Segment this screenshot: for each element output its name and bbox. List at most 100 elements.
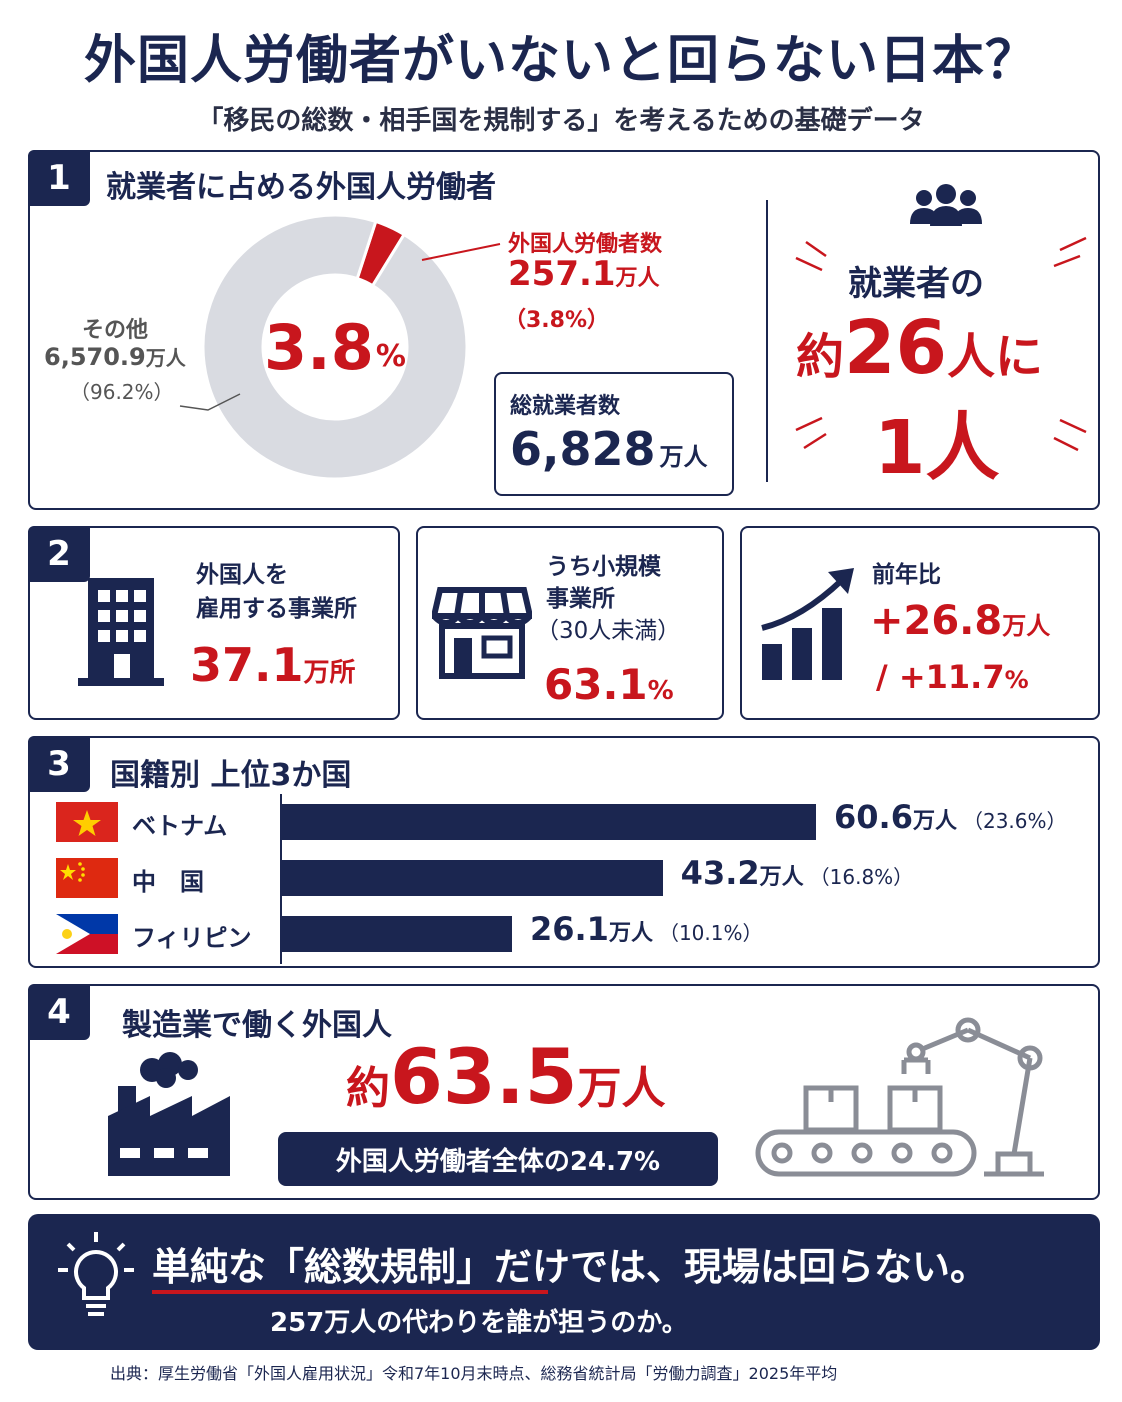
- country-unit-1: 万人: [759, 865, 804, 890]
- foreign-share: （3.8%）: [504, 308, 610, 333]
- other-unit: 万人: [145, 346, 186, 370]
- other-value-line: 6,570.9万人: [44, 342, 186, 371]
- card1-line1: 外国人を: [196, 562, 288, 588]
- vietnam-flag-icon: [56, 802, 118, 842]
- growth-chart-icon: [761, 568, 854, 680]
- donut-chart-svg: [201, 213, 469, 481]
- section4-value-line: 約63.5万人: [346, 1032, 666, 1121]
- section4-share-pill: 外国人労働者全体の24.7%: [278, 1132, 718, 1186]
- section4-unit: 万人: [577, 1063, 666, 1114]
- country-bar-0: [282, 804, 816, 840]
- people-group-icon: [910, 184, 982, 226]
- section4-number-badge: 4: [28, 984, 90, 1040]
- card3-value2-line: / +11.7%: [876, 658, 1029, 696]
- card3-label: 前年比: [872, 562, 941, 588]
- section2-number-badge: 2: [28, 526, 90, 582]
- country-share-1: （16.8%）: [809, 865, 914, 889]
- card2-value-line: 63.1%: [544, 660, 674, 709]
- card2-line1: うち小規模: [546, 554, 661, 580]
- card3-value1-line: +26.8万人: [870, 598, 1050, 644]
- conclusion-banner: 単純な「総数規制」だけでは、現場は回らない。 257万人の代わりを誰が担うのか。: [28, 1214, 1100, 1350]
- section1-number-badge: 1: [28, 150, 90, 206]
- total-unit: 万人: [659, 443, 708, 471]
- foreign-unit: 万人: [615, 266, 660, 291]
- card1-value-line: 37.1万所: [190, 638, 356, 692]
- section4-title: 製造業で働く外国人: [122, 1008, 392, 1043]
- country-unit-0: 万人: [912, 809, 957, 834]
- bar-axis-line: [280, 794, 282, 964]
- country-bar-1: [282, 860, 663, 896]
- ratio-line2: 約26人に: [796, 308, 1043, 397]
- donut-slice-other: [201, 213, 469, 481]
- country-share-2: （10.1%）: [658, 921, 763, 945]
- lightbulb-icon: [58, 1232, 134, 1316]
- country-unit-2: 万人: [608, 921, 653, 946]
- section1-divider: [766, 200, 768, 482]
- donut-center-number: 3.8: [264, 310, 374, 384]
- country-name-2: フィリピン: [132, 924, 252, 952]
- factory-icon: [108, 1052, 230, 1176]
- ratio-line3: 1人: [874, 405, 1000, 491]
- other-share: （96.2%）: [70, 380, 174, 404]
- ratio-line1: 就業者の: [848, 264, 984, 304]
- country-bar-2: [282, 916, 512, 952]
- section3-panel: 3 国籍別 上位3か国 ベトナム中 国フィリピン 60.6万人 （23.6%） 43…: [28, 736, 1100, 968]
- ratio-prefix: 約: [796, 329, 845, 385]
- card3-value2: / +11.7: [876, 658, 1005, 696]
- country-value-2: 26.1: [529, 910, 609, 948]
- page-title: 外国人労働者がいないと回らない日本？: [83, 31, 1038, 91]
- country-value-0: 60.6: [834, 798, 913, 836]
- other-value: 6,570.9: [44, 343, 146, 371]
- conclusion-sub: 257万人の代わりを誰が担うのか。: [270, 1308, 688, 1338]
- source-note: 出典：厚生労働省「外国人雇用状況」令和7年10月末時点、総務省統計局「労働力調査…: [110, 1364, 838, 1383]
- foreign-value-line: 257.1万人: [508, 254, 660, 294]
- total-value-line: 6,828 万人: [510, 422, 708, 476]
- donut-chart: 3.8%: [200, 212, 470, 482]
- country-value-1: 43.2: [680, 854, 760, 892]
- section1-panel: 1 就業者に占める外国人労働者 3.8% その他 6,570.9万人 （96.2…: [28, 150, 1100, 510]
- section2-card1: 2 外国人を 雇用する事業所 37.1万所: [28, 526, 400, 720]
- card3-value1: +26.8: [870, 598, 1003, 644]
- section3-number-badge: 3: [28, 736, 90, 792]
- conclusion-main: 単純な「総数規制」だけでは、現場は回らない。: [152, 1245, 989, 1289]
- card3-unit1: 万人: [1002, 612, 1051, 640]
- donut-center-unit: %: [375, 338, 406, 374]
- card1-value: 37.1: [190, 638, 304, 692]
- country-name-0: ベトナム: [132, 812, 228, 840]
- ratio-number: 26: [844, 305, 947, 391]
- conclusion-underline: [152, 1290, 548, 1294]
- section4-value: 63.5: [390, 1032, 578, 1121]
- robot-arm-icon: [755, 1017, 1044, 1177]
- card1-line2: 雇用する事業所: [196, 596, 357, 622]
- card2-line2: 事業所: [546, 586, 615, 612]
- section2-card3: 前年比 +26.8万人 / +11.7%: [740, 526, 1100, 720]
- card2-value: 63.1: [544, 660, 648, 709]
- ratio-suffix: 人に: [947, 329, 1044, 385]
- country-value-label-0: 60.6万人 （23.6%）: [834, 798, 1067, 836]
- card3-unit2: %: [1004, 666, 1029, 694]
- section2-card2: うち小規模 事業所 （30人未満） 63.1%: [416, 526, 724, 720]
- country-value-label-2: 26.1万人 （10.1%）: [530, 910, 763, 948]
- total-label: 総就業者数: [510, 394, 621, 419]
- china-flag-icon: [56, 858, 118, 898]
- storefront-icon: [432, 587, 532, 679]
- section3-title: 国籍別 上位3か国: [110, 758, 352, 793]
- country-value-label-1: 43.2万人 （16.8%）: [681, 854, 914, 892]
- total-value: 6,828: [510, 422, 656, 476]
- total-employed-box: 総就業者数 6,828 万人: [494, 372, 734, 496]
- foreign-label: 外国人労働者数: [508, 232, 663, 257]
- section1-title: 就業者に占める外国人労働者: [106, 170, 496, 205]
- country-share-0: （23.6%）: [962, 809, 1067, 833]
- philippines-flag-icon: [56, 914, 118, 954]
- card2-line3: （30人未満）: [536, 618, 681, 644]
- card2-unit: %: [647, 676, 674, 706]
- other-label: その他: [82, 318, 149, 343]
- donut-center-value: 3.8%: [200, 212, 470, 482]
- building-icon: [78, 578, 164, 686]
- country-name-1: 中 国: [132, 868, 204, 896]
- section4-prefix: 約: [346, 1063, 390, 1114]
- card1-unit: 万所: [303, 658, 356, 688]
- foreign-value: 257.1: [508, 254, 616, 294]
- page-subtitle: 「移民の総数・相手国を規制する」を考えるための基礎データ: [197, 106, 925, 136]
- section4-panel: 4 製造業で働く外国人 約63.5万人 外国人労働者全体の24.7%: [28, 984, 1100, 1200]
